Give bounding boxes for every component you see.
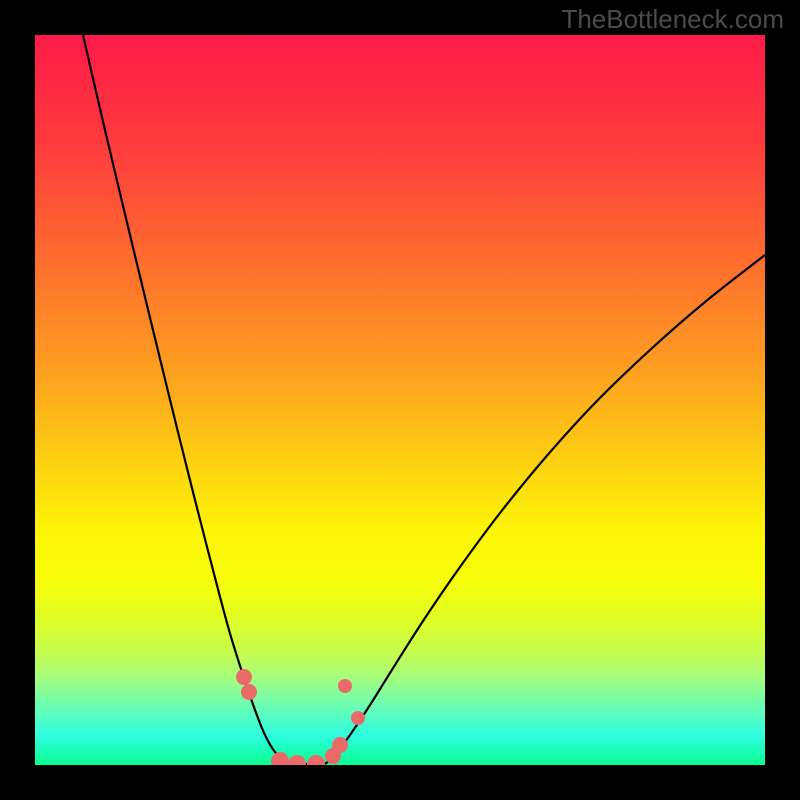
bottleneck-chart: TheBottleneck.com [0,0,800,800]
data-marker [241,684,257,700]
data-marker [332,737,348,753]
data-marker [351,711,365,725]
chart-svg [0,0,800,800]
data-marker [338,679,352,693]
data-marker [236,669,252,685]
watermark-label: TheBottleneck.com [561,4,784,35]
